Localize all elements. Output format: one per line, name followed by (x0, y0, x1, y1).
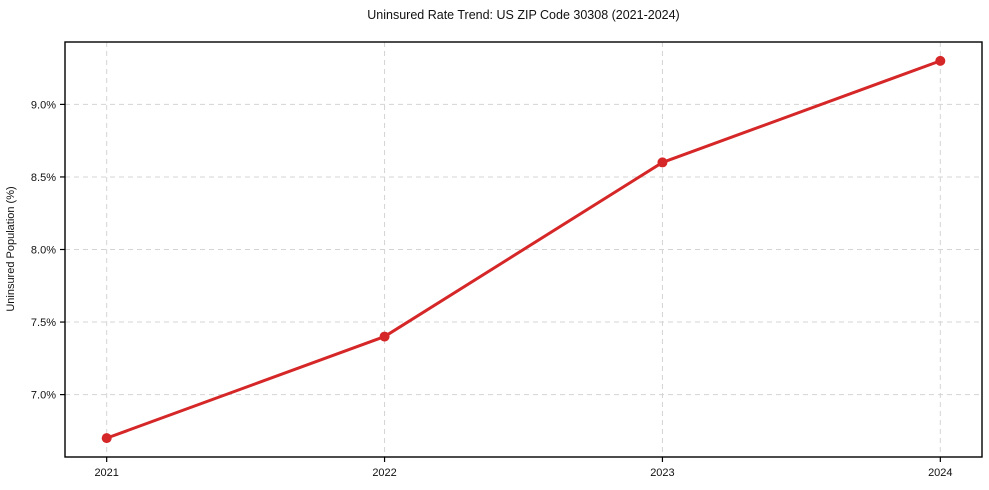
x-tick-label: 2021 (94, 467, 118, 479)
data-point-2021 (101, 433, 112, 444)
data-point-2023 (657, 157, 668, 168)
y-tick-label: 7.0% (31, 390, 56, 402)
y-tick-label: 9.0% (31, 99, 56, 111)
data-point-2024 (935, 55, 946, 66)
x-tick-label: 2022 (372, 467, 396, 479)
y-tick-label: 7.5% (31, 317, 56, 329)
trend-line (105, 59, 942, 440)
chart-title: Uninsured Rate Trend: US ZIP Code 30308 … (367, 8, 680, 22)
x-tick-label: 2023 (650, 467, 674, 479)
y-tick-label: 8.0% (31, 245, 56, 257)
axes-spines (64, 41, 983, 458)
data-point-2022 (379, 331, 390, 342)
y-tick-label: 8.5% (31, 172, 56, 184)
x-tick-label: 2024 (928, 467, 952, 479)
